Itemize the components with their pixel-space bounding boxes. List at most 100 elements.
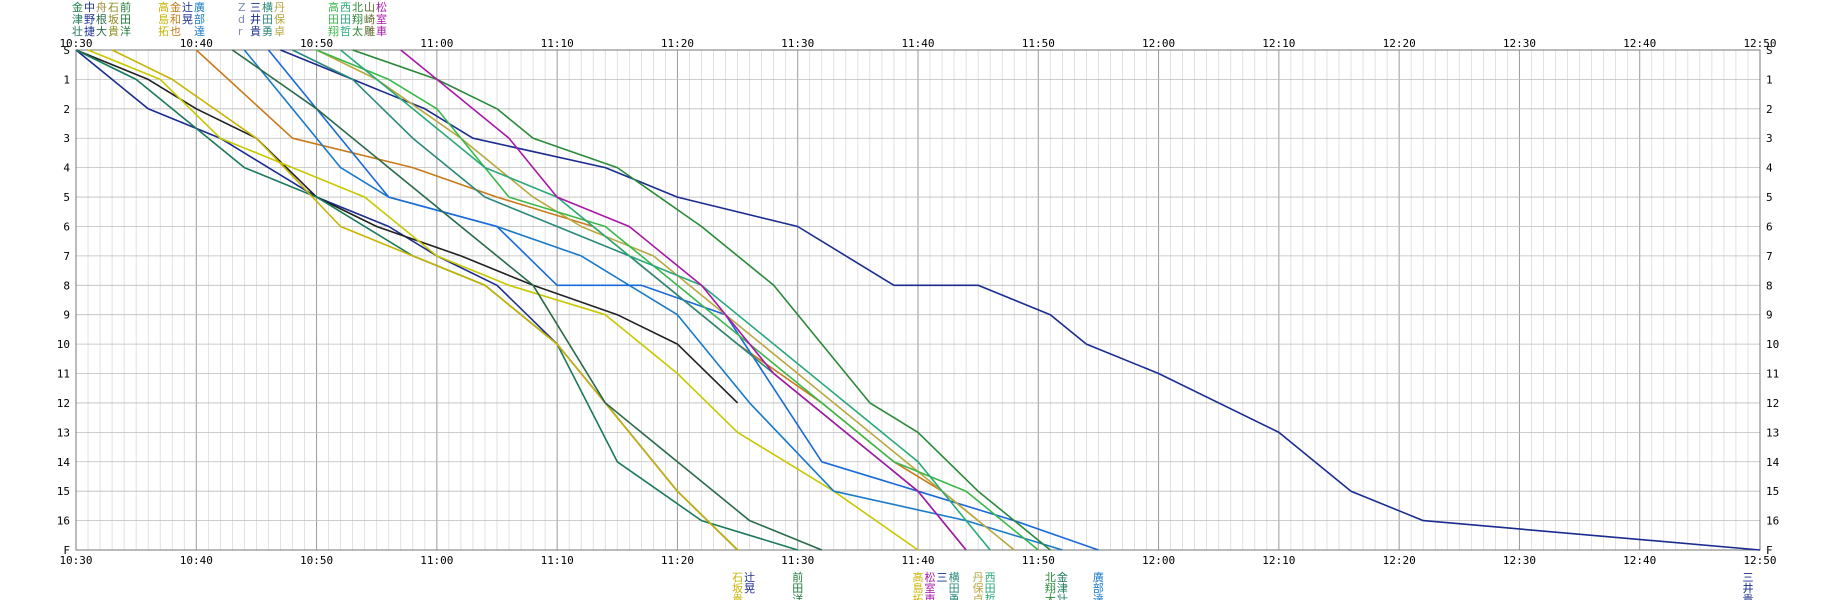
- header-name-label: 卓: [274, 25, 285, 38]
- x-tick-label: 12:40: [1623, 554, 1656, 567]
- finish-name-label: 石: [732, 571, 743, 584]
- finish-name-label: 高: [913, 570, 924, 584]
- header-name-label: 雕: [364, 24, 375, 38]
- header-name-label: 津: [72, 13, 83, 26]
- header-name-label: 太: [352, 25, 363, 38]
- x-tick-label: 12:20: [1383, 37, 1416, 50]
- y-tick-label: 16: [1766, 515, 1779, 528]
- y-tick-label: 1: [63, 73, 70, 86]
- finish-name-label: 廣: [1093, 570, 1104, 584]
- header-name-label: 車: [376, 24, 387, 38]
- y-tick-label: S: [1766, 44, 1773, 57]
- header-name-label: 大: [96, 24, 107, 38]
- x-tick-label: 12:30: [1503, 37, 1536, 50]
- finish-name-label: 貴: [732, 592, 743, 600]
- finish-name-label: 丹: [973, 571, 984, 584]
- x-tick-label: 12:40: [1623, 37, 1656, 50]
- series-line: [316, 49, 1015, 551]
- y-tick-label: 7: [1766, 250, 1773, 263]
- header-name-label: 金: [72, 0, 83, 14]
- bottom-finish-labels: 石辻前坂晃田貴 洋高松三横島室田拓車勇丹 西保 田卓 哲北金廣翔津部大壮達三井貴: [732, 570, 1753, 600]
- x-tick-label: 10:30: [59, 554, 92, 567]
- finish-name-label: 大: [1045, 592, 1056, 600]
- finish-name-label: 津: [1057, 582, 1068, 595]
- y-tick-label: 14: [1766, 456, 1780, 469]
- series-line: [316, 49, 1039, 551]
- series-lines: [75, 49, 1761, 551]
- x-tick-label: 11:10: [541, 554, 574, 567]
- x-tick-label: 10:40: [180, 37, 213, 50]
- header-name-label: 田: [120, 13, 131, 26]
- header-name-label: 西: [340, 1, 351, 14]
- x-tick-label: 11:40: [901, 37, 934, 50]
- y-tick-label: 15: [1766, 485, 1779, 498]
- x-tick-label: 10:50: [300, 37, 333, 50]
- header-name-label: 辻: [182, 0, 193, 14]
- y-tick-label: F: [1766, 544, 1773, 557]
- header-name-label: 也: [170, 25, 181, 38]
- header-name-label: 金: [170, 0, 181, 14]
- top-header-labels: 金中舟石前津野根坂田壮捷大貴洋高金辻廣島和晃部拓也達Z 三横丹d 井田保r 貴勇卓高西…: [72, 0, 387, 38]
- x-tick-label: 10:50: [300, 554, 333, 567]
- header-name-label: 田: [340, 13, 351, 26]
- header-name-label: 島: [158, 12, 169, 26]
- y-tick-label: 2: [1766, 103, 1773, 116]
- series-line: [75, 49, 739, 551]
- y-tick-label: 13: [1766, 426, 1779, 439]
- finish-name-label: 井: [1742, 581, 1753, 595]
- y-tick-label: 4: [63, 162, 70, 175]
- x-tick-label: 11:20: [661, 37, 694, 50]
- y-tick-label: 3: [63, 132, 70, 145]
- header-name-label: 洋: [120, 24, 131, 38]
- y-tick-label: 2: [63, 103, 70, 116]
- y-tick-label: 7: [63, 250, 70, 263]
- header-name-label: 三: [250, 1, 261, 14]
- header-name-label: 舟: [96, 0, 107, 14]
- header-name-label: r: [238, 25, 243, 38]
- x-tick-label: 10:30: [59, 37, 92, 50]
- finish-name-label: 田: [949, 582, 960, 595]
- y-tick-label: 9: [63, 309, 70, 322]
- header-name-label: 高: [328, 0, 339, 14]
- finish-name-label: 坂: [732, 582, 743, 595]
- finish-name-label: 三: [1742, 571, 1753, 584]
- finish-name-label: 室: [925, 581, 936, 595]
- finish-name-label: 横: [949, 570, 960, 584]
- y-tick-label: 12: [57, 397, 70, 410]
- y-tick-label: 15: [57, 485, 70, 498]
- finish-name-label: 西: [985, 571, 996, 584]
- series-line: [87, 49, 919, 551]
- header-name-label: 前: [120, 0, 131, 14]
- y-tick-label: 9: [1766, 309, 1773, 322]
- finish-name-label: 金: [1057, 570, 1068, 584]
- finish-name-label: 洋: [792, 592, 803, 600]
- x-tick-label: 12:00: [1142, 37, 1175, 50]
- header-name-label: 翔: [352, 12, 363, 26]
- y-tick-label: 8: [63, 279, 70, 292]
- x-tick-label: 12:20: [1383, 554, 1416, 567]
- y-tick-label: F: [63, 544, 70, 557]
- x-tick-label: 12:10: [1262, 554, 1295, 567]
- finish-name-label: 哲: [985, 593, 996, 600]
- finish-name-label: 保: [973, 581, 984, 595]
- finish-name-label: 貴: [1742, 592, 1753, 600]
- y-tick-label: 12: [1766, 397, 1779, 410]
- header-name-label: 哲: [340, 25, 351, 38]
- header-name-label: 中: [84, 1, 95, 14]
- header-name-label: 石: [108, 1, 119, 14]
- finish-name-label: 島: [913, 581, 924, 595]
- y-tick-label: 10: [1766, 338, 1779, 351]
- y-tick-label: 8: [1766, 279, 1773, 292]
- finish-name-label: 翔: [1045, 581, 1056, 595]
- x-tick-label: 11:50: [1022, 554, 1055, 567]
- finish-name-label: 卓: [973, 593, 984, 600]
- y-tick-label: 13: [57, 426, 70, 439]
- finish-name-label: 晃: [744, 582, 755, 595]
- finish-name-label: 前: [792, 570, 803, 584]
- x-tick-label: 11:50: [1022, 37, 1055, 50]
- x-tick-label: 11:00: [420, 37, 453, 50]
- header-name-label: 根: [96, 12, 107, 26]
- header-name-label: 貴: [108, 24, 119, 38]
